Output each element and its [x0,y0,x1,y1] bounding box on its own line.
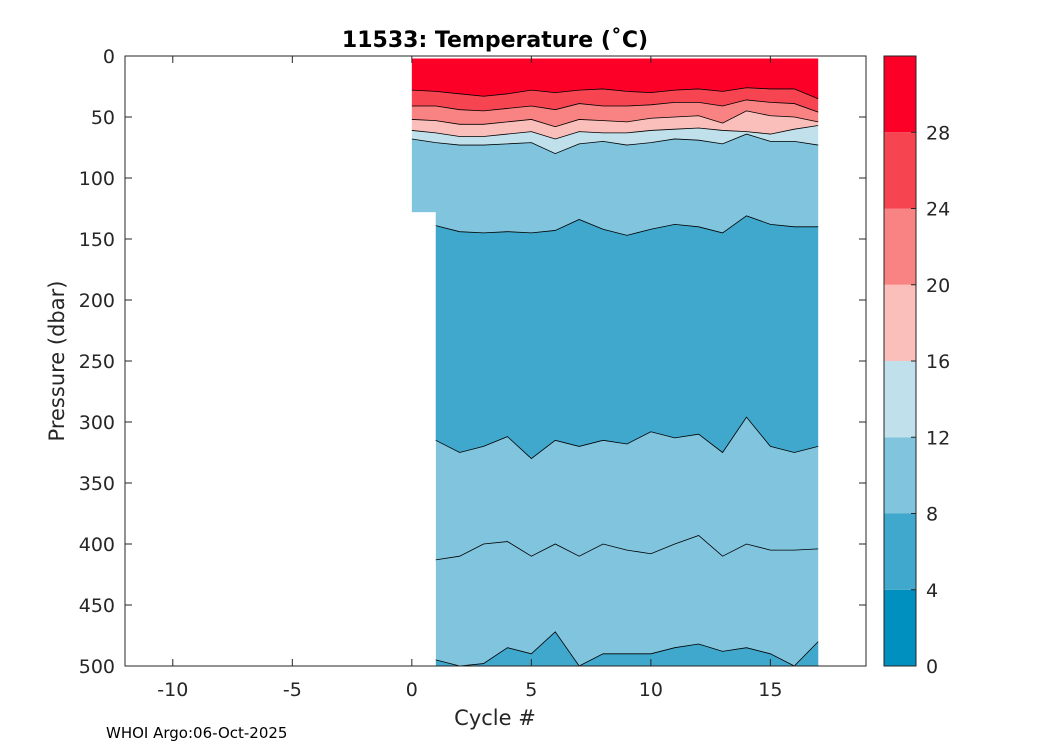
footer-credit: WHOI Argo:06-Oct-2025 [106,724,288,742]
y-axis-label: Pressure (dbar) [45,281,69,442]
isotherm-20 [411,110,819,128]
colorbar-swatch [884,361,916,438]
isotherm-8 [435,215,819,236]
colorbar-tick-label: 24 [926,199,950,221]
x-tick-label: 5 [525,679,537,701]
isotherm-12 [411,133,819,155]
temp-band-12-16 [411,125,819,154]
isotherm-lower [435,535,819,561]
isotherm-bottom [435,631,819,667]
x-tick-label: 0 [406,679,418,701]
colorbar-swatch [884,284,916,361]
temp-band-4-8 [411,215,819,666]
colorbar-tick-label: 4 [926,580,938,602]
temp-band-deep [435,417,819,666]
isotherm-28 [411,87,819,100]
colorbar-swatch [884,513,916,590]
x-tick-label: -10 [157,679,188,701]
temp-band-28-32 [411,58,819,99]
colorbar-swatch [884,56,916,133]
colorbar-swatch [884,437,916,514]
y-tick-label: 100 [79,168,115,190]
y-tick-label: 350 [79,473,115,495]
y-tick-label: 300 [79,412,115,434]
y-tick-label: 150 [79,229,115,251]
colorbar: 0 4 8 12 16 20 24 28 [883,55,950,678]
x-tick-label: -5 [283,679,302,701]
contour-line-layer [411,87,819,667]
colorbar-tick-label: 8 [926,504,938,526]
temp-band-8-12 [411,134,819,666]
colorbar-swatch [884,208,916,285]
y-tick-label: 250 [79,351,115,373]
y-tick-label: 50 [91,107,115,129]
y-tick-label: 500 [79,656,115,678]
colorbar-swatch [884,589,916,666]
x-tick-label: 10 [639,679,663,701]
isotherm-16 [411,125,819,140]
temp-band-24-28 [411,87,819,113]
colorbar-tick-label: 28 [926,122,950,144]
colorbar-swatch [884,132,916,209]
colorbar-tick-label: 12 [926,427,950,449]
colorbar-tick-label: 20 [926,275,950,297]
y-tick-label: 200 [79,290,115,312]
colorbar-tick-label: 16 [926,351,950,373]
y-tick-label: 0 [103,46,115,68]
x-axis-label: Cycle # [454,706,536,730]
y-tick-label: 450 [79,595,115,617]
x-tick-label: 15 [758,679,782,701]
contour-fill-layer [410,58,819,666]
axis-layer: -10 -5 0 5 10 1505010015020025030035040045050… [79,46,866,701]
chart-title: 11533: Temperature (˚C) [342,28,648,53]
isotherm-4 [435,416,819,460]
temp-band-20-24 [411,99,819,127]
temp-band-16-20 [411,110,819,139]
temp-band-4-8 [435,631,819,666]
isotherm-24 [411,99,819,113]
y-tick-label: 400 [79,534,115,556]
no-data-gap [410,212,436,666]
colorbar-tick-label: 0 [926,656,938,678]
